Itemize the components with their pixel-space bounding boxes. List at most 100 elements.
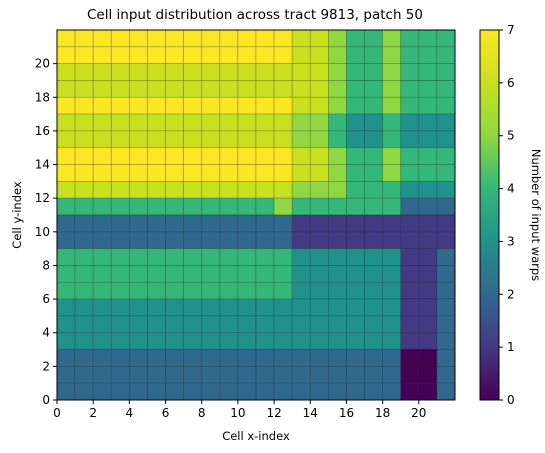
heatmap-cell — [165, 113, 184, 132]
heatmap-cell — [165, 130, 184, 149]
heatmap-cell — [147, 46, 166, 64]
heatmap-cell — [255, 349, 275, 367]
y-tick-label: 10 — [35, 225, 50, 239]
heatmap-cell — [346, 298, 365, 317]
heatmap-cell — [346, 96, 365, 115]
heatmap-cell — [436, 214, 456, 233]
heatmap-cell — [147, 281, 166, 300]
heatmap-cell — [309, 29, 329, 48]
heatmap-cell — [400, 147, 420, 165]
heatmap-cell — [436, 366, 456, 384]
heatmap-cell — [255, 281, 275, 300]
heatmap-cell — [237, 281, 257, 300]
heatmap-cell — [147, 63, 166, 81]
heatmap-cell — [110, 382, 130, 401]
heatmap-cell — [291, 63, 311, 81]
heatmap-cell — [165, 147, 184, 165]
heatmap-cell — [436, 80, 456, 98]
heatmap-cell — [183, 29, 203, 48]
heatmap-cell — [183, 248, 203, 266]
y-tick-label: 4 — [42, 326, 50, 340]
heatmap-cell — [400, 315, 420, 334]
heatmap-cell — [110, 231, 130, 249]
colorbar — [479, 29, 500, 401]
heatmap-cell — [255, 332, 275, 350]
heatmap-cell — [165, 315, 184, 334]
heatmap-cell — [436, 298, 456, 317]
heatmap-cell — [147, 214, 166, 233]
heatmap-cell — [418, 281, 438, 300]
heatmap-cell — [364, 63, 383, 81]
heatmap-cell — [400, 214, 420, 233]
colorbar-tick-label: 4 — [507, 182, 515, 196]
heatmap-cell — [183, 214, 203, 233]
heatmap-cell — [328, 298, 347, 317]
heatmap-cell — [436, 46, 456, 64]
heatmap-cell — [56, 349, 76, 367]
heatmap-cell — [129, 113, 148, 132]
heatmap-cell — [219, 214, 239, 233]
heatmap-cell — [255, 46, 275, 64]
heatmap-cell — [382, 197, 402, 216]
heatmap-cell — [328, 366, 347, 384]
heatmap-cell — [309, 315, 329, 334]
heatmap-cell — [418, 130, 438, 149]
colorbar-tick-label: 5 — [507, 129, 515, 143]
x-tick-label: 16 — [339, 406, 354, 420]
heatmap-cell — [255, 130, 275, 149]
heatmap-cell — [165, 197, 184, 216]
heatmap-cell — [273, 349, 293, 367]
heatmap-cell — [382, 96, 402, 115]
heatmap-cell — [165, 63, 184, 81]
heatmap-cell — [382, 29, 402, 48]
heatmap-cell — [364, 366, 383, 384]
heatmap-cell — [237, 332, 257, 350]
heatmap-cell — [74, 349, 94, 367]
heatmap-cell — [183, 332, 203, 350]
heatmap-cell — [346, 164, 365, 182]
heatmap-cell — [129, 231, 148, 249]
heatmap-cell — [436, 29, 456, 48]
heatmap-cell — [418, 181, 438, 199]
heatmap-cell — [418, 366, 438, 384]
heatmap-cell — [165, 96, 184, 115]
heatmap-cell — [291, 298, 311, 317]
heatmap-cell — [219, 164, 239, 182]
heatmap-cell — [74, 248, 94, 266]
heatmap-cell — [56, 281, 76, 300]
heatmap-cell — [382, 366, 402, 384]
heatmap-cell — [92, 315, 112, 334]
x-tick-label: 14 — [303, 406, 318, 420]
heatmap-cell — [382, 349, 402, 367]
heatmap-cell — [418, 96, 438, 115]
heatmap-cell — [418, 197, 438, 216]
colorbar-tick-label: 7 — [507, 23, 515, 37]
heatmap-cell — [291, 46, 311, 64]
heatmap-cell — [309, 96, 329, 115]
heatmap-cell — [346, 315, 365, 334]
heatmap-cell — [183, 265, 203, 283]
heatmap-cell — [219, 46, 239, 64]
heatmap-cell — [219, 315, 239, 334]
heatmap-cell — [364, 298, 383, 317]
heatmap-cell — [255, 113, 275, 132]
heatmap-cell — [110, 265, 130, 283]
heatmap-cell — [74, 147, 94, 165]
heatmap-cell — [309, 332, 329, 350]
heatmap-cell — [201, 181, 221, 199]
heatmap-cell — [237, 197, 257, 216]
heatmap-cell — [418, 63, 438, 81]
heatmap-cell — [219, 80, 239, 98]
heatmap-cell — [291, 231, 311, 249]
heatmap-cell — [309, 63, 329, 81]
heatmap-cell — [237, 315, 257, 334]
heatmap-cell — [273, 366, 293, 384]
heatmap-cell — [309, 281, 329, 300]
heatmap-cell — [291, 80, 311, 98]
heatmap-cell — [400, 130, 420, 149]
heatmap-cell — [219, 181, 239, 199]
heatmap-cell — [147, 332, 166, 350]
colorbar-tick-label: 0 — [507, 393, 515, 407]
heatmap-cell — [291, 265, 311, 283]
